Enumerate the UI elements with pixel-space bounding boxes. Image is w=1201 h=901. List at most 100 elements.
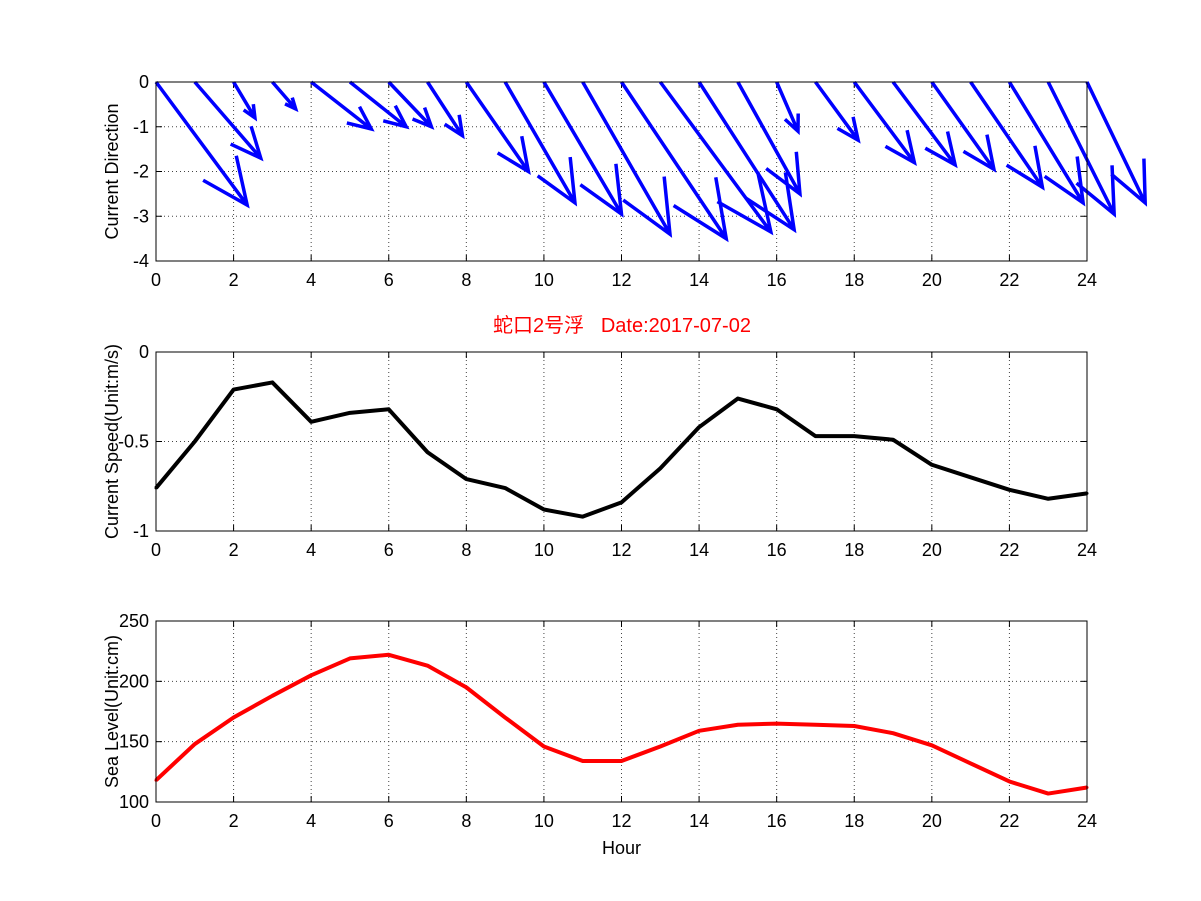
x-tick-label: 8	[461, 270, 471, 290]
y-axis-label: Current Direction	[102, 103, 122, 239]
current-vector-arrow	[1046, 81, 1117, 218]
current-vector-arrow	[271, 80, 299, 113]
y-tick-label: 200	[119, 671, 149, 691]
data-point	[658, 466, 662, 470]
x-tick-label: 2	[229, 540, 239, 560]
y-tick-label: -1	[133, 521, 149, 541]
data-point	[620, 759, 623, 763]
data-point	[852, 434, 856, 438]
x-axis-label: Hour	[602, 838, 641, 858]
current-vector-arrow	[193, 80, 264, 162]
y-tick-label: 250	[119, 611, 149, 631]
data-point	[581, 515, 585, 519]
x-tick-label: 6	[384, 270, 394, 290]
data-point	[193, 742, 197, 746]
x-tick-label: 16	[767, 270, 787, 290]
data-point	[620, 500, 623, 504]
x-tick-label: 4	[306, 540, 316, 560]
data-point	[1046, 792, 1050, 796]
data-point	[930, 463, 934, 467]
x-tick-label: 12	[611, 540, 631, 560]
data-point	[232, 388, 236, 392]
data-point	[775, 722, 779, 726]
current-vector-arrow	[310, 80, 375, 132]
plot-area	[156, 621, 1087, 802]
data-point	[581, 759, 585, 763]
current-vector-arrow	[426, 81, 465, 140]
x-tick-label: 4	[306, 811, 316, 831]
current-vector-arrow	[154, 80, 250, 209]
x-tick-label: 20	[922, 811, 942, 831]
x-tick-label: 12	[611, 270, 631, 290]
data-point	[464, 477, 468, 481]
data-point	[503, 486, 507, 490]
x-tick-label: 22	[999, 540, 1019, 560]
x-tick-label: 10	[534, 811, 554, 831]
y-tick-label: 150	[119, 732, 149, 752]
data-point	[464, 685, 468, 689]
x-tick-label: 8	[461, 811, 471, 831]
data-point	[969, 475, 973, 479]
data-point	[542, 508, 546, 512]
current-vector-arrow	[658, 80, 774, 236]
current-vector-arrow	[387, 80, 435, 130]
x-tick-label: 18	[844, 270, 864, 290]
data-point	[348, 656, 352, 660]
current-vector-arrow	[775, 81, 800, 136]
y-tick-label: -3	[133, 206, 149, 226]
x-tick-label: 0	[151, 270, 161, 290]
x-tick-label: 16	[767, 811, 787, 831]
x-tick-label: 6	[384, 811, 394, 831]
x-tick-label: 2	[229, 270, 239, 290]
y-axis-label: Sea Level(Unit:cm)	[102, 635, 122, 788]
data-point	[387, 653, 391, 657]
y-tick-label: -4	[133, 251, 149, 271]
axes-frame	[155, 620, 1088, 803]
current-vector-arrow	[852, 80, 917, 166]
data-point	[736, 723, 740, 727]
x-tick-label: 22	[999, 811, 1019, 831]
x-tick-label: 2	[229, 811, 239, 831]
x-tick-label: 14	[689, 540, 709, 560]
x-tick-label: 20	[922, 270, 942, 290]
data-point	[232, 716, 236, 720]
plot-area	[156, 82, 1087, 261]
current-vector-arrow	[348, 80, 410, 130]
x-tick-label: 18	[844, 811, 864, 831]
current-vector-arrow	[542, 81, 624, 218]
data-point	[775, 407, 779, 411]
y-tick-label: -1	[133, 117, 149, 137]
axes-frame	[155, 81, 1088, 262]
data-point	[813, 434, 817, 438]
x-tick-label: 16	[767, 540, 787, 560]
x-tick-label: 24	[1077, 270, 1097, 290]
data-point	[852, 724, 856, 728]
x-tick-label: 14	[689, 811, 709, 831]
data-point	[348, 411, 352, 415]
current-vector-arrow	[620, 81, 729, 243]
data-point	[270, 380, 274, 384]
current-vector-arrow	[736, 81, 803, 198]
x-tick-label: 12	[611, 811, 631, 831]
chart-title: 蛇口2号浮 Date:2017-07-02	[493, 314, 751, 337]
data-point	[542, 744, 546, 748]
current-vector-arrow	[969, 81, 1045, 191]
y-axis-label: Current Speed(Unit:m/s)	[102, 344, 122, 539]
data-point	[270, 694, 274, 698]
x-tick-label: 24	[1077, 811, 1097, 831]
data-point	[426, 450, 430, 454]
y-tick-label: 0	[139, 342, 149, 362]
current-vector-arrow	[891, 80, 958, 169]
current-vector-arrow	[464, 81, 531, 176]
data-point	[891, 731, 895, 735]
data-point	[1007, 488, 1011, 492]
data-point	[1046, 497, 1050, 501]
current-vector-arrow	[581, 81, 673, 238]
data-point	[969, 761, 973, 765]
x-tick-label: 0	[151, 540, 161, 560]
data-point	[426, 664, 430, 668]
y-tick-label: -2	[133, 162, 149, 182]
